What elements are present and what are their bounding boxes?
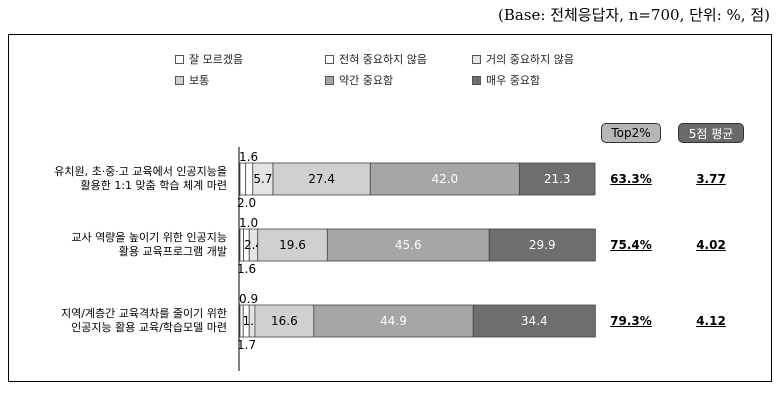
bar-value-label: 5.7 (253, 172, 272, 186)
category-label-line: 인공지능 활용 교육/학습모델 마련 (71, 321, 227, 334)
average-header-badge: 5점 평균 (678, 123, 744, 143)
legend-label: 매우 중요함 (486, 74, 541, 87)
legend-item: 매우 중요함 (472, 72, 540, 88)
bar-value-label: 34.4 (521, 314, 548, 328)
bar-value-label: 0.9 (239, 292, 258, 306)
bar-value-label: 45.6 (395, 238, 422, 252)
bar-value-label: 27.4 (308, 172, 335, 186)
category-label: 지역/계층간 교육격차를 줄이기 위한 인공지능 활용 교육/학습모델 마련 (61, 307, 227, 335)
bar-value-label: 44.9 (380, 314, 407, 328)
category-label-line: 활용 교육프로그램 개발 (118, 245, 227, 258)
bar-value-label: 19.6 (279, 238, 306, 252)
category-label-line: 활용한 1:1 맞춤 학습 체계 마련 (80, 179, 227, 192)
legend-swatch (325, 54, 334, 64)
top2-value: 75.4% (610, 238, 652, 252)
bar-segment (472, 304, 596, 338)
legend-item: 약간 중요함 (325, 72, 393, 88)
category-label: 교사 역량을 높이기 위한 인공지능 활용 교육프로그램 개발 (71, 231, 227, 259)
legend-label: 보통 (189, 74, 210, 87)
legend-swatch (175, 75, 184, 85)
bar-value-label: 21.3 (544, 172, 571, 186)
legend-label: 잘 모르겠음 (189, 53, 244, 66)
top2-value: 63.3% (610, 172, 652, 186)
legend-label: 약간 중요함 (339, 74, 394, 87)
bar-segment (518, 162, 596, 196)
bar-value-label: 16.6 (271, 314, 298, 328)
top2-value: 79.3% (610, 314, 652, 328)
category-label-line: 유치원, 초·중·고 교육에서 인공지능을 (54, 165, 227, 178)
average-value: 4.12 (696, 314, 726, 328)
base-note: (Base: 전체응답자, n=700, 단위: %, 점) (497, 6, 770, 24)
bar-segment (326, 228, 490, 262)
bar-value-label: 1.0 (239, 216, 258, 230)
legend-item: 잘 모르겠음 (175, 51, 243, 67)
legend-label: 거의 중요하지 않음 (486, 53, 574, 66)
bar-segment (239, 162, 247, 196)
legend-swatch (325, 75, 334, 85)
legend-item: 거의 중요하지 않음 (472, 51, 574, 67)
average-value: 4.02 (696, 238, 726, 252)
category-label-line: 교사 역량을 높이기 위한 인공지능 (71, 231, 227, 244)
bar-segment (257, 228, 328, 262)
category-label: 유치원, 초·중·고 교육에서 인공지능을 활용한 1:1 맞춤 학습 체계 마련 (54, 165, 227, 193)
bar-value-label: 1.7 (237, 338, 256, 352)
bar-segment (488, 228, 596, 262)
legend-swatch (472, 54, 481, 64)
legend-swatch (175, 54, 184, 64)
bar-value-label: 1.6 (237, 262, 256, 276)
category-label-line: 지역/계층간 교육격차를 줄이기 위한 (61, 307, 227, 320)
bar-value-label: 42.0 (431, 172, 458, 186)
bar-segment (369, 162, 520, 196)
legend-swatch (472, 75, 481, 85)
top2-header-badge: Top2% (601, 123, 661, 143)
bar-value-label: 2.0 (237, 196, 256, 210)
bar-segment (245, 162, 254, 196)
legend-item: 보통 (175, 72, 209, 88)
average-value: 3.77 (696, 172, 726, 186)
bar-value-label: 1.6 (239, 150, 258, 164)
stacked-bar-plot: 1.62.05.7 27.4 42.0 21.31.01.62.4 19.6 45.6 29… (237, 147, 596, 371)
bar-segment (313, 304, 474, 338)
bar-segment (254, 304, 315, 338)
legend-item: 전혀 중요하지 않음 (325, 51, 427, 67)
bar-value-label: 29.9 (529, 238, 556, 252)
legend-label: 전혀 중요하지 않음 (339, 53, 427, 66)
